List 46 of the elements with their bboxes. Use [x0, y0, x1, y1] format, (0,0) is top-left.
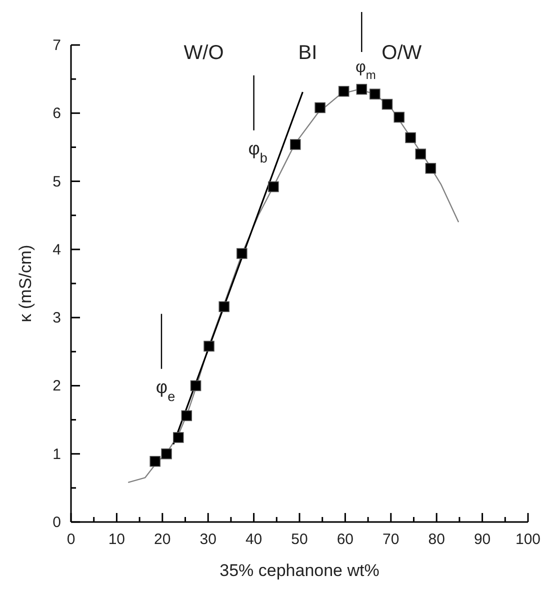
- ref-line-label: φ$_{e}$: [156, 376, 176, 404]
- point: [394, 112, 405, 123]
- x-tick-label: 80: [428, 531, 445, 548]
- y-tick-label: 4: [52, 241, 61, 258]
- y-tick-label: 1: [52, 446, 61, 463]
- x-tick-label: 100: [515, 531, 541, 548]
- point: [338, 86, 350, 97]
- point: [161, 448, 172, 460]
- x-tick-label: 10: [108, 531, 126, 548]
- point: [150, 456, 160, 467]
- annotation: W/O: [184, 42, 224, 64]
- y-tick-label: 6: [52, 105, 61, 122]
- ref-line-label: φ$_{m}$: [355, 59, 376, 82]
- point: [218, 301, 230, 312]
- x-tick-label: 40: [245, 531, 262, 548]
- point: [356, 84, 368, 95]
- point: [370, 88, 380, 100]
- y-axis-title: κ (mS/cm): [16, 244, 35, 322]
- x-tick-label: 20: [154, 531, 171, 548]
- annotation: O/W: [382, 42, 422, 64]
- point: [236, 248, 248, 259]
- annotation: BI: [298, 42, 318, 64]
- point: [382, 98, 393, 110]
- x-tick-label: 60: [336, 531, 354, 548]
- point: [268, 181, 279, 192]
- y-tick-label: 7: [52, 37, 61, 54]
- point: [204, 340, 214, 352]
- point: [314, 102, 326, 114]
- point: [405, 132, 416, 144]
- x-tick-label: 30: [200, 531, 216, 548]
- x-tick-label: 70: [382, 531, 400, 548]
- point: [415, 148, 426, 160]
- point: [181, 410, 192, 422]
- y-tick-label: 5: [52, 173, 61, 190]
- x-tick-label: 0: [66, 531, 76, 548]
- x-tick-label: 50: [291, 531, 308, 548]
- point: [190, 380, 202, 392]
- point: [425, 162, 436, 174]
- x-tick-label: 90: [474, 531, 491, 548]
- point: [172, 432, 184, 443]
- point: [290, 139, 301, 150]
- x-axis-title: 35% cephanone wt%: [220, 561, 380, 580]
- y-tick-label: 0: [52, 514, 61, 531]
- y-tick-label: 2: [52, 378, 61, 395]
- y-tick-label: 3: [52, 310, 61, 327]
- ref-line-label: φ$_{b}$: [248, 138, 268, 165]
